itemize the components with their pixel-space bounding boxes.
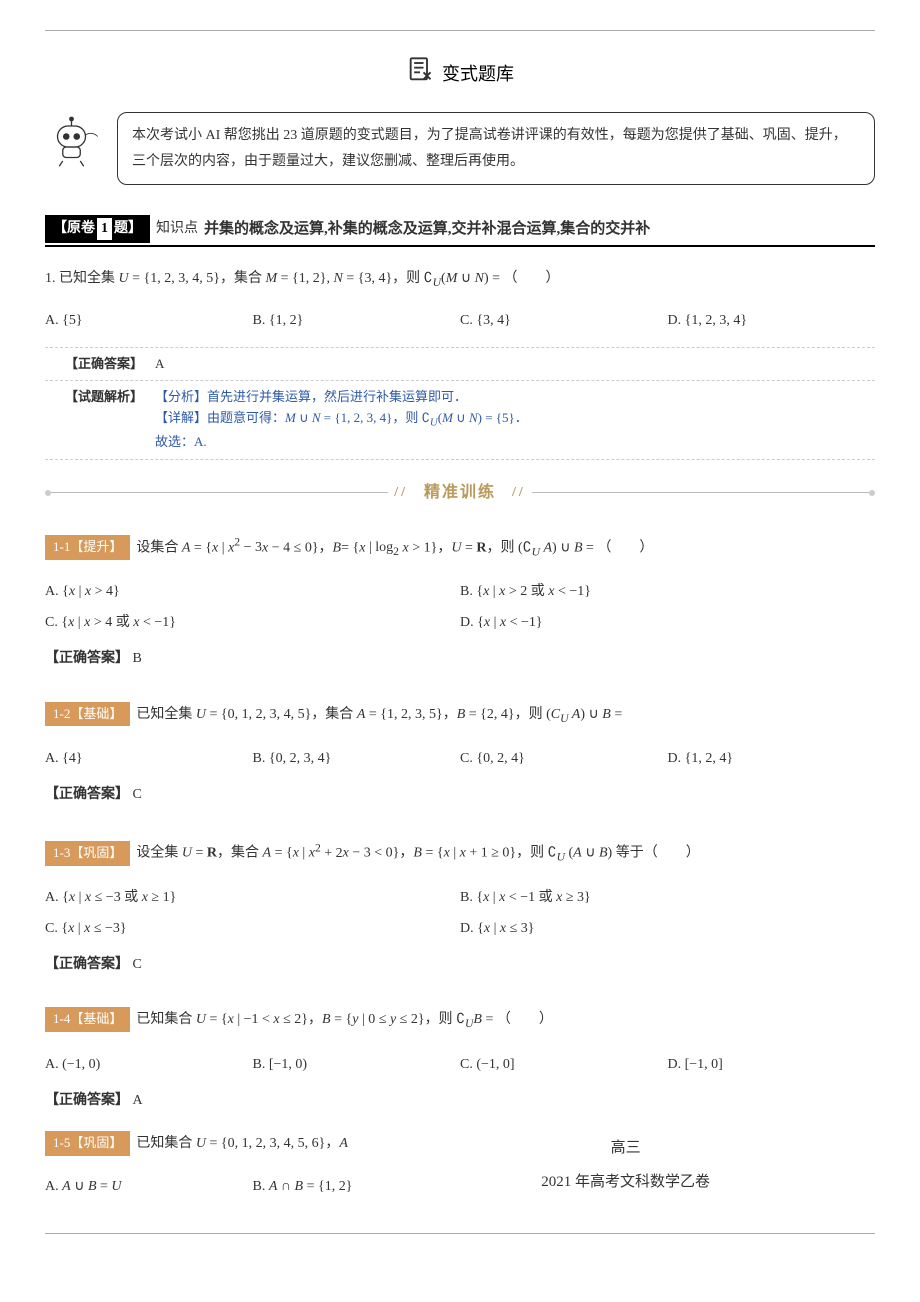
- sub-answer: 【正确答案】 C: [45, 784, 875, 806]
- sub-options: A. {4} B. {0, 2, 3, 4} C. {0, 2, 4} D. {…: [45, 744, 875, 774]
- option-c: C. {3, 4}: [460, 306, 668, 336]
- option-b: B. A ∩ B = {1, 2}: [253, 1172, 461, 1202]
- analysis-content: 【分析】首先进行并集运算，然后进行补集运算即可． 【详解】由题意可得：M ∪ N…: [155, 387, 875, 453]
- answer-label: 【正确答案】: [45, 354, 155, 375]
- option-c: C. {x | x > 4 或 x < −1}: [45, 608, 460, 638]
- option-d: D. {x | x < −1}: [460, 608, 875, 638]
- tag-num: 1: [97, 218, 112, 240]
- sub-tag: 1-1【提升】: [45, 535, 130, 560]
- intro-text: 本次考试小 AI 帮您挑出 23 道原题的变式题目，为了提高试卷讲评课的有效性，…: [117, 112, 875, 184]
- main-options: A. {5} B. {1, 2} C. {3, 4} D. {1, 2, 3, …: [45, 306, 875, 336]
- option-c: C. {x | x ≤ −3}: [45, 914, 460, 944]
- sub-options: A. (−1, 0) B. [−1, 0) C. (−1, 0] D. [−1,…: [45, 1050, 875, 1080]
- tag-prefix: 【原卷: [53, 221, 95, 236]
- sub-options: A. A ∪ B = U B. A ∩ B = {1, 2}: [45, 1172, 875, 1202]
- section-points: 并集的概念及运算,补集的概念及运算,交并补混合运算,集合的交并补: [204, 217, 650, 241]
- document-list-icon: [406, 56, 434, 92]
- footer-grade: 高三: [541, 1136, 710, 1160]
- sub-options: A. {x | x ≤ −3 或 x ≥ 1} B. {x | x < −1 或…: [45, 883, 875, 944]
- sub-question-1-2: 1-2【基础】 已知全集 U = {0, 1, 2, 3, 4, 5}，集合 A…: [45, 701, 875, 807]
- option-d: D. {x | x ≤ 3}: [460, 914, 875, 944]
- option-a: A. {x | x ≤ −3 或 x ≥ 1}: [45, 883, 460, 913]
- option-a: A. {5}: [45, 306, 253, 336]
- sub-answer: 【正确答案】 C: [45, 954, 875, 976]
- sub-question-1-1: 1-1【提升】 设集合 A = {x | x2 − 3x − 4 ≤ 0}，B=…: [45, 531, 875, 671]
- intro-box: 本次考试小 AI 帮您挑出 23 道原题的变式题目，为了提高试卷讲评课的有效性，…: [45, 112, 875, 184]
- analysis-label: 【试题解析】: [45, 387, 155, 408]
- sub-stem: 已知集合 U = {x | −1 < x ≤ 2}，B = {y | 0 ≤ y…: [136, 1006, 553, 1035]
- robot-icon: [45, 112, 105, 168]
- option-b: B. {0, 2, 3, 4}: [253, 744, 461, 774]
- option-c: C. (−1, 0]: [460, 1050, 668, 1080]
- sub-answer-label: 【正确答案】: [45, 1093, 129, 1108]
- training-divider: // 精准训练 //: [45, 480, 875, 506]
- sub-tag: 1-5【巩固】: [45, 1131, 130, 1156]
- sub-options: A. {x | x > 4} B. {x | x > 2 或 x < −1} C…: [45, 577, 875, 638]
- main-stem: 1. 已知全集 U = {1, 2, 3, 4, 5}，集合 M = {1, 2…: [45, 265, 875, 294]
- section-label: 知识点: [156, 218, 198, 240]
- sub-stem: 已知全集 U = {0, 1, 2, 3, 4, 5}，集合 A = {1, 2…: [136, 701, 622, 730]
- sub-answer-value: C: [133, 957, 142, 972]
- analysis-line2: 【详解】由题意可得：M ∪ N = {1, 2, 3, 4}，则 ∁U(M ∪ …: [155, 408, 875, 432]
- option-b: B. {x | x > 2 或 x < −1}: [460, 577, 875, 607]
- sub-question-1-5: 1-5【巩固】 已知集合 U = {0, 1, 2, 3, 4, 5, 6}，A…: [45, 1130, 875, 1202]
- option-d: D. {1, 2, 3, 4}: [668, 306, 876, 336]
- sub-answer-value: B: [133, 651, 142, 666]
- option-d: D. [−1, 0]: [668, 1050, 876, 1080]
- tag-suffix: 题】: [114, 221, 142, 236]
- sub-answer-value: C: [133, 787, 142, 802]
- option-b: B. [−1, 0): [253, 1050, 461, 1080]
- footer-meta: 高三 2021 年高考文科数学乙卷: [541, 1126, 710, 1204]
- option-a: A. (−1, 0): [45, 1050, 253, 1080]
- sub-stem: 设全集 U = R，集合 A = {x | x2 + 2x − 3 < 0}，B…: [136, 836, 699, 869]
- option-a: A. {x | x > 4}: [45, 577, 460, 607]
- sub-answer: 【正确答案】 B: [45, 648, 875, 670]
- sub-stem: 设集合 A = {x | x2 − 3x − 4 ≤ 0}，B= {x | lo…: [136, 531, 653, 564]
- page-title: 变式题库: [442, 60, 514, 89]
- sub-question-1-3: 1-3【巩固】 设全集 U = R，集合 A = {x | x2 + 2x − …: [45, 836, 875, 976]
- option-d: D. {1, 2, 4}: [668, 744, 876, 774]
- sub-tag: 1-4【基础】: [45, 1007, 130, 1032]
- option-a: A. A ∪ B = U: [45, 1172, 253, 1202]
- option-c: C. {0, 2, 4}: [460, 744, 668, 774]
- answer-value: A: [155, 354, 875, 375]
- sub-stem: 已知集合 U = {0, 1, 2, 3, 4, 5, 6}，A: [136, 1130, 348, 1158]
- sub-answer-label: 【正确答案】: [45, 957, 129, 972]
- analysis-row: 【试题解析】 【分析】首先进行并集运算，然后进行补集运算即可． 【详解】由题意可…: [45, 380, 875, 460]
- sub-question-1-4: 1-4【基础】 已知集合 U = {x | −1 < x ≤ 2}，B = {y…: [45, 1006, 875, 1112]
- sub-tag: 1-2【基础】: [45, 702, 130, 727]
- option-b: B. {x | x < −1 或 x ≥ 3}: [460, 883, 875, 913]
- analysis-line1: 【分析】首先进行并集运算，然后进行补集运算即可．: [155, 387, 875, 408]
- training-label: 精准训练: [414, 480, 506, 506]
- sub-answer-label: 【正确答案】: [45, 787, 129, 802]
- main-question: 1. 已知全集 U = {1, 2, 3, 4, 5}，集合 M = {1, 2…: [45, 265, 875, 460]
- sub-tag: 1-3【巩固】: [45, 841, 130, 866]
- sub-answer-value: A: [133, 1093, 143, 1108]
- answer-row: 【正确答案】 A: [45, 347, 875, 381]
- option-b: B. {1, 2}: [253, 306, 461, 336]
- section-header: 【原卷1题】 知识点 并集的概念及运算,补集的概念及运算,交并补混合运算,集合的…: [45, 215, 875, 247]
- footer-paper: 2021 年高考文科数学乙卷: [541, 1170, 710, 1194]
- sub-answer-label: 【正确答案】: [45, 651, 129, 666]
- option-a: A. {4}: [45, 744, 253, 774]
- analysis-line3: 故选：A.: [155, 432, 875, 453]
- section-tag: 【原卷1题】: [45, 215, 150, 243]
- sub-answer: 【正确答案】 A: [45, 1090, 875, 1112]
